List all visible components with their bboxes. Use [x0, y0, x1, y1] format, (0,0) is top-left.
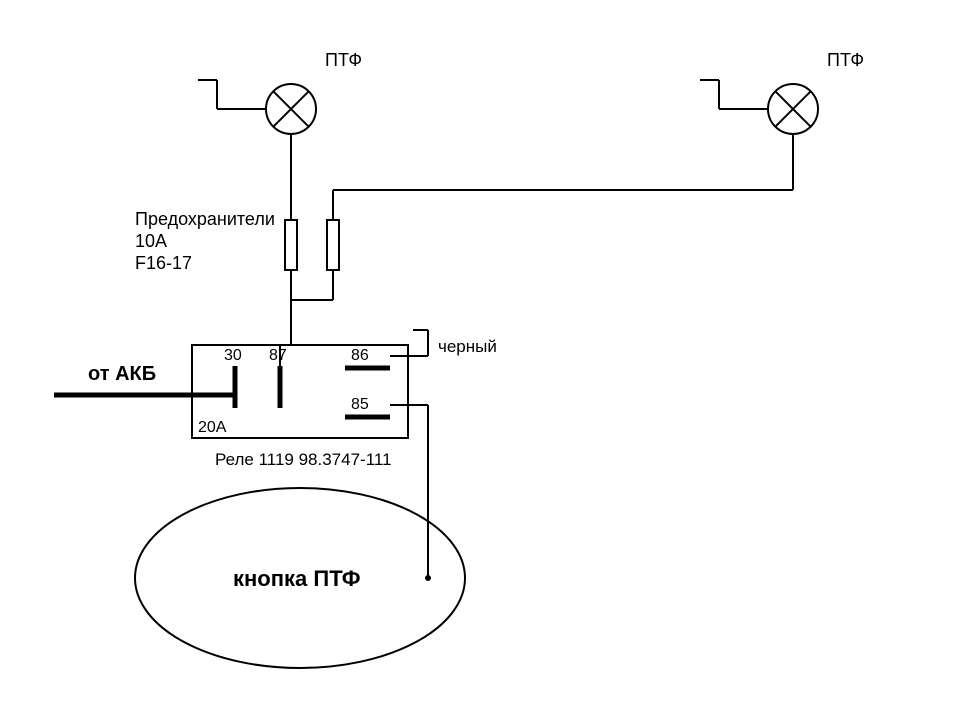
fuse-label-2: 10А: [135, 231, 167, 251]
fuse-left: [285, 220, 297, 270]
button-ptf-label: кнопка ПТФ: [233, 566, 361, 591]
node-85: [425, 575, 431, 581]
lamp-right-label: ПТФ: [827, 50, 864, 70]
fuse-right: [327, 220, 339, 270]
wiring-diagram: ПТФ ПТФ Предохранители10АF16-17 Реле 1119 9…: [0, 0, 960, 720]
black-label: черный: [438, 337, 497, 356]
relay-pin-85-label: 85: [351, 396, 369, 413]
fuse-label-3: F16-17: [135, 253, 192, 273]
lamp-left-label: ПТФ: [325, 50, 362, 70]
akb-label: от АКБ: [88, 363, 156, 385]
relay-label: Реле 1119 98.3747-111: [215, 450, 392, 469]
relay-pin-30-label: 30: [224, 347, 242, 364]
lamp-right: [768, 84, 818, 134]
relay-pin-86-label: 86: [351, 347, 369, 364]
relay-rating: 20А: [198, 419, 227, 436]
fuse-label-1: Предохранители: [135, 209, 275, 229]
lamp-left: [266, 84, 316, 134]
relay-pin-87-label: 87: [269, 347, 287, 364]
